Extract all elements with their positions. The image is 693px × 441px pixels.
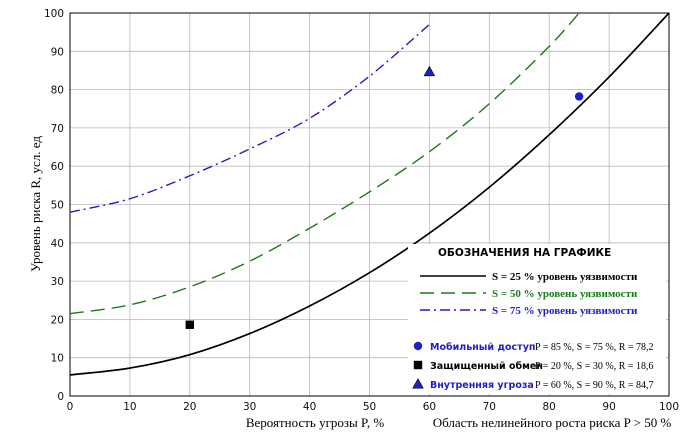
x-tick-label: 30 [243, 401, 256, 413]
legend-marker-2 [412, 378, 424, 389]
y-tick-label: 20 [51, 314, 64, 326]
y-axis-title: Уровень риска R, усл. ед [28, 136, 43, 272]
legend-point-params-0: P = 85 %, S = 75 %, R = 78,2 [535, 342, 654, 353]
legend-title: ОБОЗНАЧЕНИЯ НА ГРАФИКЕ [438, 247, 611, 259]
series-line-1 [69, 12, 580, 315]
x-tick-label: 10 [123, 401, 136, 413]
x-tick-label: 50 [363, 401, 376, 413]
data-point-1 [185, 320, 194, 329]
x-tick-label: 70 [483, 401, 496, 413]
x-tick-label: 80 [543, 401, 556, 413]
legend-point-name-0: Мобильный доступ [430, 342, 535, 353]
legend-series-label-2: S = 75 % уровень уязвимости [492, 305, 638, 317]
x-axis-title: Вероятность угрозы P, % [246, 415, 385, 430]
y-tick-label: 90 [51, 46, 64, 58]
x-axis-note: Область нелинейного роста риска P > 50 % [433, 415, 672, 430]
legend-series-entries: S = 25 % уровень уязвимости S = 50 % уров… [420, 271, 638, 317]
legend-point-name-1: Защищенный обмен [430, 361, 543, 372]
y-tick-label: 50 [51, 200, 64, 212]
y-tick-labels: 0 10 20 30 40 50 60 70 80 90 100 [44, 8, 64, 403]
y-tick-label: 60 [51, 161, 64, 173]
y-tick-label: 30 [51, 276, 64, 288]
legend-background [408, 244, 666, 394]
legend-point-entries: Мобильный доступ P = 85 %, S = 75 %, R = … [412, 341, 654, 391]
legend-marker-1 [413, 360, 423, 370]
series-layer [69, 12, 670, 376]
x-tick-label: 40 [303, 401, 316, 413]
series-line-0 [69, 12, 670, 376]
points-layer [185, 65, 584, 329]
series-line-2 [69, 23, 430, 213]
legend: ОБОЗНАЧЕНИЯ НА ГРАФИКЕ S = 25 % уровень … [408, 244, 666, 394]
x-tick-labels: 0 10 20 30 40 50 60 70 80 90 100 [67, 401, 679, 413]
data-point-0 [574, 92, 584, 101]
legend-series-label-0: S = 25 % уровень уязвимости [492, 271, 638, 283]
x-tick-label: 90 [602, 401, 615, 413]
y-tick-label: 70 [51, 123, 64, 135]
legend-point-params-1: P = 20 %, S = 30 %, R = 18,6 [535, 361, 654, 372]
y-tick-label: 10 [51, 353, 64, 365]
x-tick-label: 20 [183, 401, 196, 413]
plot-frame [69, 12, 670, 397]
x-tick-label: 0 [67, 401, 74, 413]
data-point-2 [423, 65, 436, 77]
y-tick-label: 80 [51, 85, 64, 97]
legend-point-name-2: Внутренняя угроза [430, 380, 534, 391]
legend-series-label-1: S = 50 % уровень уязвимости [492, 288, 638, 300]
legend-point-params-2: P = 60 %, S = 90 %, R = 84,7 [535, 380, 654, 391]
y-tick-label: 40 [51, 238, 64, 250]
x-tick-label: 60 [423, 401, 436, 413]
legend-marker-0 [413, 341, 423, 351]
y-tick-label: 0 [57, 391, 64, 403]
y-tick-label: 100 [44, 8, 64, 20]
x-tick-label: 100 [659, 401, 679, 413]
